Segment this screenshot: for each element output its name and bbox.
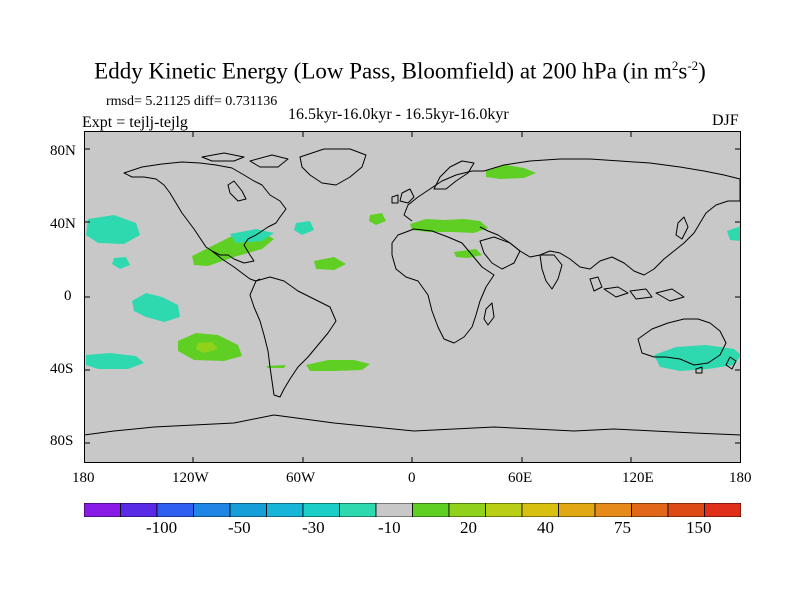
colorbar-label-neg10: -10 <box>378 518 401 537</box>
coast-southeast-asia-islands <box>589 276 685 302</box>
lon-label-120e: 120E <box>622 470 654 486</box>
anomaly-tropical-pacific <box>132 293 180 322</box>
lon-label-180w: 180 <box>72 470 95 486</box>
anomaly-north-pacific-east-edge <box>727 226 741 241</box>
colorbar-swatch-2 <box>156 503 194 517</box>
colorbar-swatch-4 <box>229 503 267 517</box>
anomaly-south-atlantic <box>306 360 370 371</box>
lon-label-0: 0 <box>408 470 416 486</box>
colorbar-label-neg100: -100 <box>146 518 178 537</box>
anomaly-layer <box>86 165 741 371</box>
colorbar-swatch-17 <box>704 503 741 517</box>
season-label: DJF <box>712 112 739 129</box>
colorbar <box>84 503 741 517</box>
lon-label-60w: 60W <box>286 470 316 486</box>
colorbar-swatch-10 <box>448 503 486 517</box>
coast-india <box>539 254 563 290</box>
colorbar-swatch-13 <box>558 503 596 517</box>
colorbar-swatch-0 <box>84 503 121 517</box>
plot-title: Eddy Kinetic Energy (Low Pass, Bloomfiel… <box>94 58 706 84</box>
colorbar-swatch-11 <box>485 503 523 517</box>
colorbar-label-neg50: -50 <box>228 518 251 537</box>
coast-british-isles <box>391 188 415 204</box>
lat-label-40s: 40S <box>50 361 74 377</box>
colorbar-swatch-8 <box>375 503 413 517</box>
coast-greenland <box>299 148 367 186</box>
lon-label-60e: 60E <box>508 470 533 486</box>
anomaly-us-east-coast <box>294 221 314 235</box>
colorbar-label-neg30: -30 <box>302 518 325 537</box>
experiment-label: Expt = tejlj-tejlg <box>82 114 188 131</box>
anomaly-southern-pacific-40s <box>86 353 144 369</box>
coast-north-america <box>123 161 287 264</box>
colorbar-swatch-15 <box>631 503 669 517</box>
lat-label-0: 0 <box>64 288 72 304</box>
colorbar-swatch-6 <box>302 503 340 517</box>
colorbar-swatch-1 <box>120 503 158 517</box>
map-background <box>84 131 741 463</box>
coast-africa <box>391 228 495 344</box>
coast-europe <box>403 170 484 222</box>
coast-south-america <box>249 276 337 398</box>
lon-label-120w: 120W <box>172 470 209 486</box>
colorbar-swatch-3 <box>193 503 231 517</box>
colorbar-label-150: 150 <box>686 518 712 537</box>
anomaly-ne-pacific-small <box>112 257 130 269</box>
lat-label-80n: 80N <box>50 143 76 159</box>
colorbar-swatch-14 <box>594 503 632 517</box>
colorbar-label-20: 20 <box>460 518 477 537</box>
coast-australia <box>637 318 727 366</box>
colorbar-swatch-16 <box>667 503 705 517</box>
anomaly-australia-south <box>654 345 741 371</box>
coast-japan <box>675 216 689 240</box>
anomaly-central-atlantic <box>314 257 346 270</box>
lon-label-180e: 180 <box>729 470 752 486</box>
world-map <box>84 131 741 463</box>
colorbar-swatch-9 <box>412 503 450 517</box>
stats-label: rmsd= 5.21125 diff= 0.731136 <box>106 94 278 109</box>
anomaly-mediterranean <box>410 219 488 233</box>
colorbar-swatch-12 <box>521 503 559 517</box>
colorbar-swatch-7 <box>339 503 377 517</box>
coast-madagascar <box>483 302 495 326</box>
colorbar-label-40: 40 <box>537 518 554 537</box>
anomaly-middle-east <box>454 249 482 258</box>
coast-arabia <box>479 236 521 270</box>
anomaly-south-pacific-core <box>196 342 218 353</box>
coast-tasmania-nz <box>695 356 737 374</box>
lat-label-40n: 40N <box>50 216 76 232</box>
lat-label-80s: 80S <box>50 433 74 449</box>
colorbar-label-75: 75 <box>614 518 631 537</box>
anomaly-south-atlantic-thin <box>266 365 286 368</box>
anomaly-eastern-atlantic <box>369 213 386 225</box>
coastlines <box>84 148 741 436</box>
colorbar-swatch-5 <box>266 503 304 517</box>
anomaly-florida <box>230 229 274 243</box>
coast-hudson-bay <box>227 180 247 202</box>
coast-asia <box>479 158 741 276</box>
coast-scandinavia <box>433 160 475 190</box>
coast-antarctica <box>84 414 741 436</box>
anomaly-north-pacific <box>86 215 140 244</box>
period-label: 16.5kyr-16.0kyr - 16.5kyr-16.0kyr <box>288 106 509 123</box>
coast-arctic-islands <box>201 152 289 168</box>
anomaly-northern-russia <box>486 165 536 179</box>
axis-ticks <box>84 131 741 463</box>
